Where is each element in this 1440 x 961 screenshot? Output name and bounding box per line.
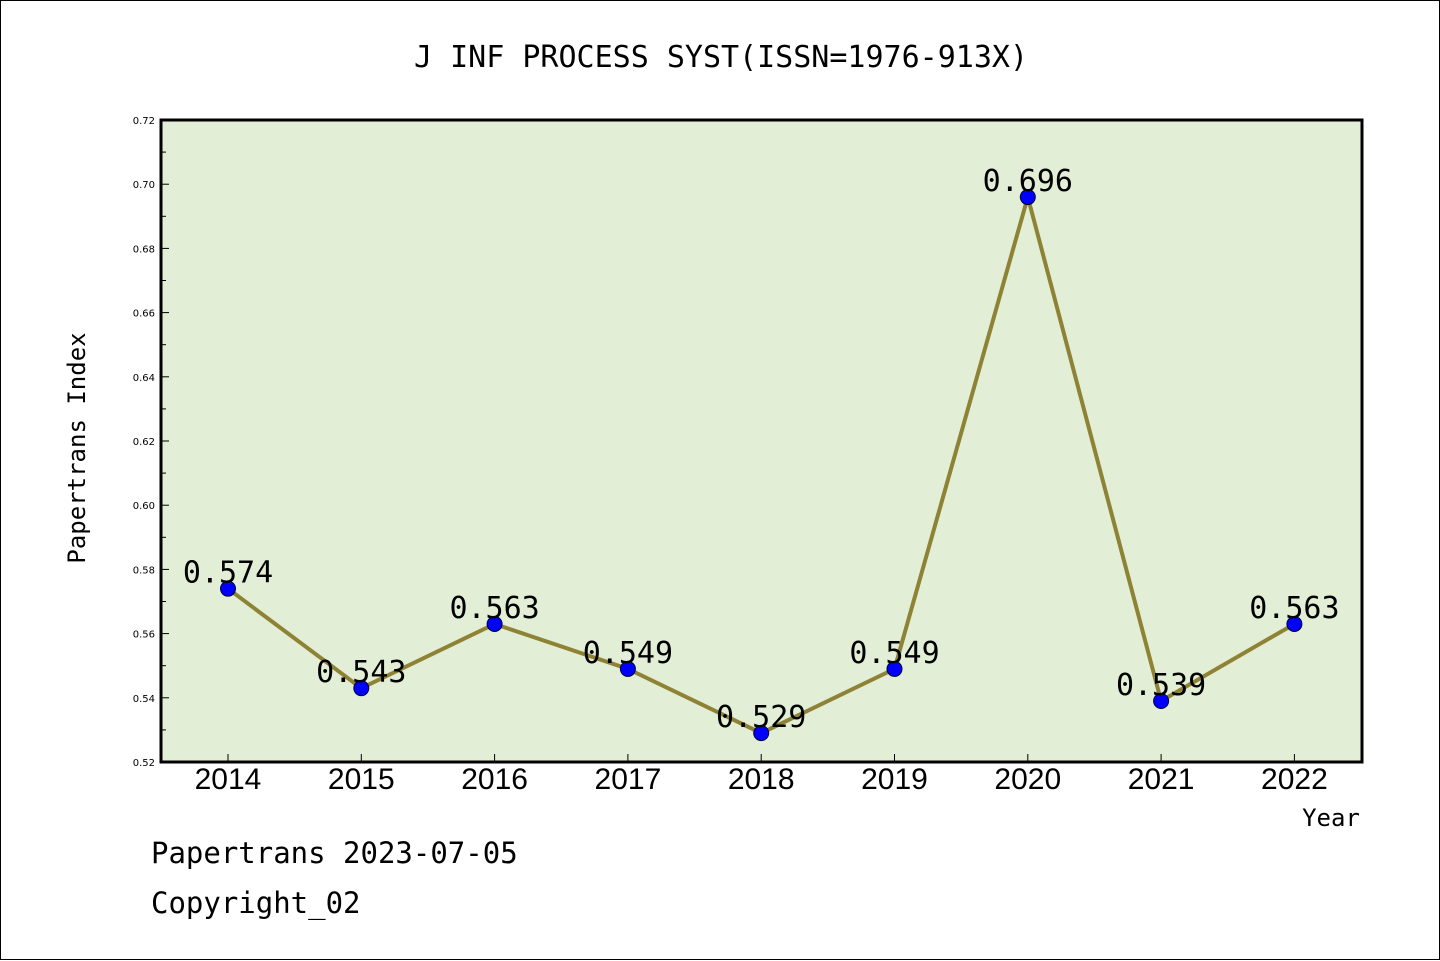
data-label: 0.563 bbox=[449, 591, 539, 626]
data-point bbox=[220, 580, 236, 597]
data-point bbox=[1286, 615, 1303, 632]
y-axis: 0.52 0.54 0.56 0.58 0.60 0.62 0.64 0.66 0.68 0.70… bbox=[133, 116, 169, 769]
x-axis: 2014 2015 2016 2017 2018 2019 2020 2021 2022 bbox=[195, 754, 1328, 796]
y-tick-label: 0.68 bbox=[133, 244, 155, 255]
plot-area bbox=[159, 118, 1364, 764]
x-tick-label: 2021 bbox=[1128, 763, 1195, 796]
data-label: 0.563 bbox=[1249, 591, 1339, 626]
data-point bbox=[353, 680, 370, 697]
data-label: 0.574 bbox=[183, 556, 273, 591]
x-tick-label: 2018 bbox=[728, 763, 795, 796]
y-tick-label: 0.66 bbox=[133, 309, 155, 320]
x-tick-label: 2016 bbox=[461, 763, 528, 796]
series-markers bbox=[220, 189, 1303, 742]
y-tick-label: 0.52 bbox=[133, 758, 155, 769]
x-tick-label: 2019 bbox=[861, 763, 928, 796]
data-point bbox=[886, 660, 903, 677]
y-tick-label: 0.62 bbox=[133, 437, 155, 448]
y-tick-label: 0.64 bbox=[133, 373, 155, 384]
y-tick-label: 0.60 bbox=[133, 501, 155, 512]
data-label: 0.549 bbox=[583, 636, 673, 671]
data-label: 0.539 bbox=[1116, 668, 1206, 703]
data-point bbox=[1153, 693, 1170, 710]
x-tick-label: 2017 bbox=[595, 763, 662, 796]
y-tick-label: 0.70 bbox=[133, 180, 155, 191]
x-tick-label: 2014 bbox=[195, 763, 262, 796]
data-label: 0.543 bbox=[316, 655, 406, 690]
chart-title: J INF PROCESS SYST(ISSN=1976-913X) bbox=[414, 40, 1028, 75]
data-label: 0.549 bbox=[849, 636, 939, 671]
y-tick-label: 0.58 bbox=[133, 565, 155, 576]
x-tick-label: 2020 bbox=[994, 763, 1061, 796]
data-label: 0.696 bbox=[983, 164, 1073, 199]
y-tick-label: 0.54 bbox=[133, 694, 155, 705]
data-labels: 0.574 0.543 0.563 0.549 0.529 0.549 0.696 0.539… bbox=[183, 164, 1340, 735]
footer-copyright: Copyright_02 bbox=[151, 886, 361, 920]
data-label: 0.529 bbox=[716, 700, 806, 735]
data-point bbox=[753, 725, 770, 742]
y-tick-label: 0.56 bbox=[133, 630, 155, 641]
footer-date: Papertrans 2023-07-05 bbox=[151, 836, 518, 870]
y-axis-title: Papertrans Index bbox=[63, 332, 91, 563]
x-tick-label: 2015 bbox=[328, 763, 395, 796]
data-point bbox=[619, 660, 636, 677]
x-tick-label: 2022 bbox=[1261, 763, 1328, 796]
y-tick-label: 0.72 bbox=[133, 116, 155, 127]
data-point bbox=[486, 615, 503, 632]
x-axis-title: Year bbox=[1302, 804, 1360, 832]
data-point bbox=[1019, 189, 1036, 206]
